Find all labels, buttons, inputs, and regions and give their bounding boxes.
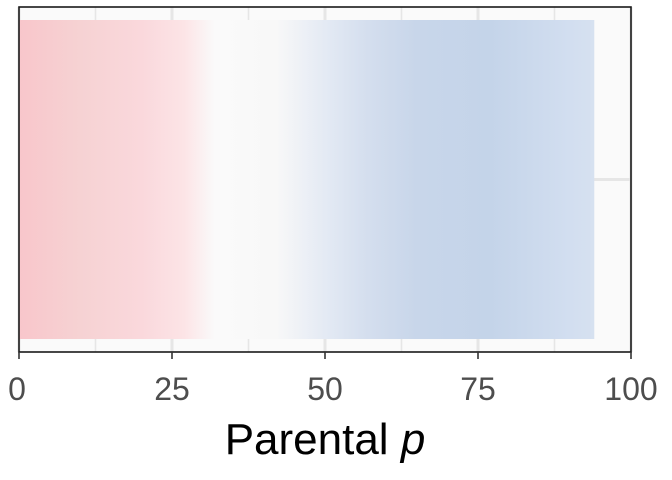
x-axis-title-main: Parental <box>225 415 389 464</box>
x-tick-label: 0 <box>8 371 26 407</box>
x-tick-label: 50 <box>307 371 343 407</box>
x-tick-label: 100 <box>604 371 657 407</box>
x-axis-title: Parental p <box>225 415 426 464</box>
x-axis-ticks: 0 25 50 75 100 <box>8 352 658 407</box>
x-tick-label: 25 <box>154 371 190 407</box>
heat-band <box>19 20 595 339</box>
x-axis-title-variable: p <box>399 415 425 464</box>
x-tick-label: 75 <box>460 371 496 407</box>
